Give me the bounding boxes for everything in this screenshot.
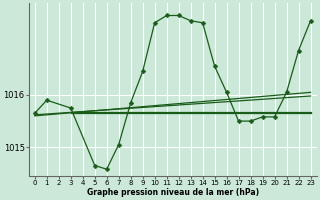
X-axis label: Graphe pression niveau de la mer (hPa): Graphe pression niveau de la mer (hPa) bbox=[87, 188, 259, 197]
